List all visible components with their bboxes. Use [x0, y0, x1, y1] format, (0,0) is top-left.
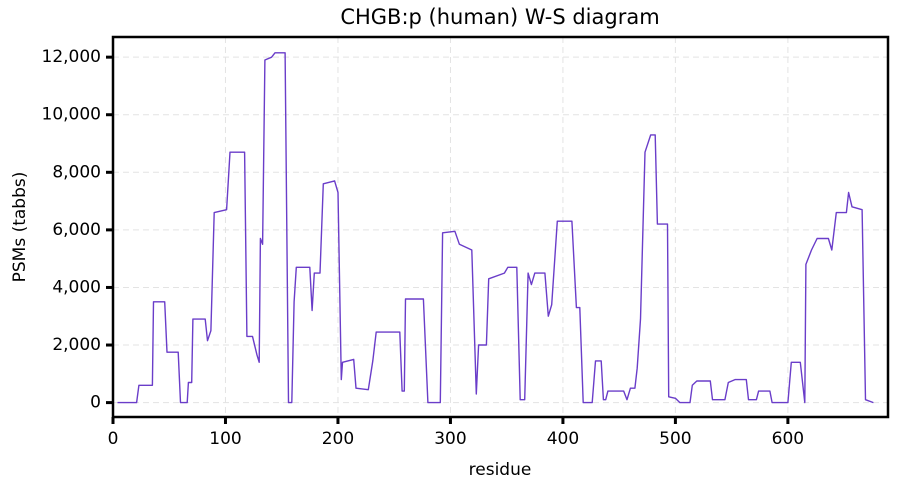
- x-tick-label: 400: [547, 429, 579, 449]
- y-tick-label: 0: [90, 393, 101, 413]
- x-axis-label: residue: [469, 460, 532, 480]
- grid: [112, 37, 888, 417]
- plot: [117, 52, 874, 404]
- x-tick-label: 500: [659, 429, 691, 449]
- y-axis-label: PSMs (tabbs): [10, 172, 30, 283]
- y-tick-label: 4,000: [52, 277, 101, 297]
- y-tick-label: 12,000: [42, 47, 101, 67]
- x-tick-label: 100: [209, 429, 241, 449]
- y-tick-label: 8,000: [52, 162, 101, 182]
- x-tick-label: 600: [772, 429, 804, 449]
- x-tick-label: 0: [108, 429, 119, 449]
- x-tick-label: 200: [322, 429, 354, 449]
- y-tick-label: 2,000: [52, 335, 101, 355]
- data-line: [117, 52, 874, 404]
- x-tick-label: 300: [434, 429, 466, 449]
- y-tick-label: 10,000: [42, 105, 101, 125]
- chart-title: CHGB:p (human) W-S diagram: [340, 5, 659, 29]
- y-tick-label: 6,000: [52, 220, 101, 240]
- plot-frame: [111, 35, 890, 419]
